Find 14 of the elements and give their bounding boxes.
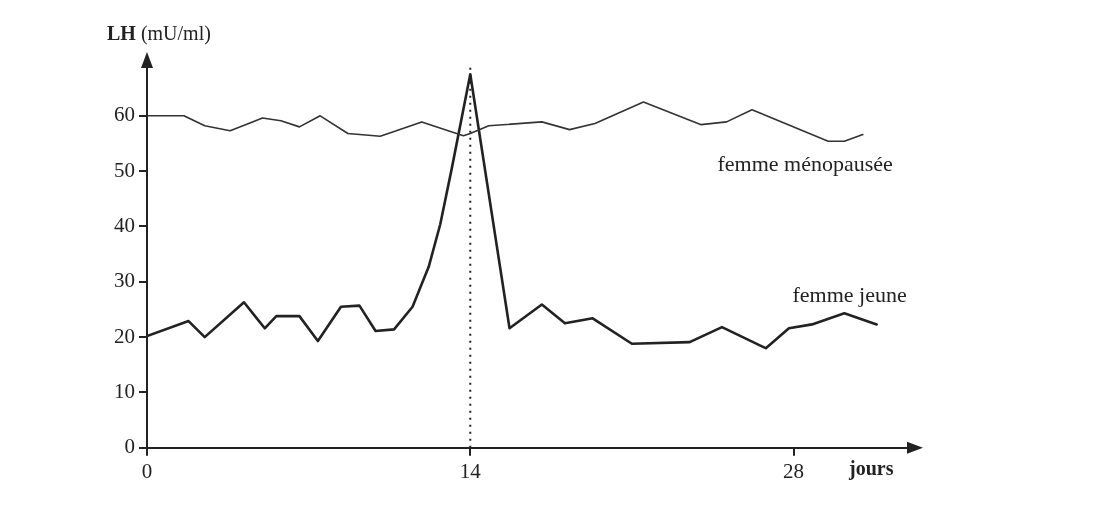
y-tick-label: 50 xyxy=(114,157,135,182)
y-tick-label: 40 xyxy=(114,212,135,237)
y-axis-title: LH (mU/ml) xyxy=(107,22,211,45)
x-tick-label: 28 xyxy=(783,458,805,483)
series-label: femme jeune xyxy=(792,282,907,308)
y-tick-label: 60 xyxy=(114,102,135,127)
y-tick-label: 10 xyxy=(114,378,135,403)
y-tick-label: 0 xyxy=(124,434,135,459)
x-axis-title: jours xyxy=(848,456,894,480)
y-tick-label: 20 xyxy=(114,323,135,348)
y-tick-label: 30 xyxy=(114,268,135,293)
x-tick-label: 14 xyxy=(459,458,482,483)
series-label: femme ménopausée xyxy=(717,150,893,176)
x-tick-label: 0 xyxy=(141,458,153,483)
